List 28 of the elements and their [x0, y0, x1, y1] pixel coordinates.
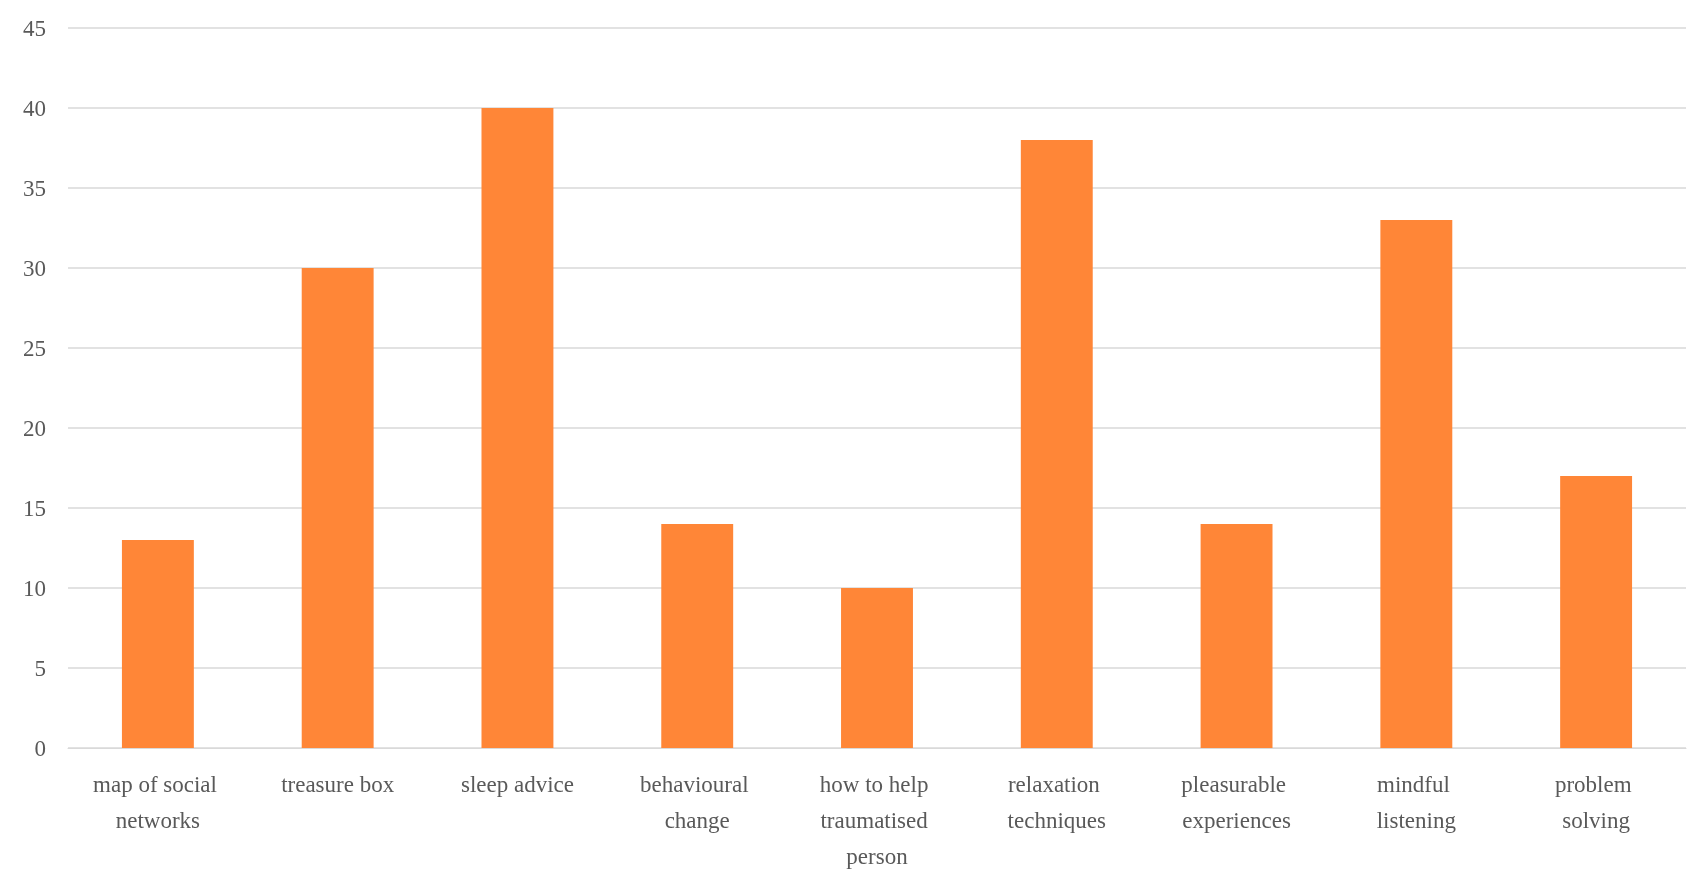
y-tick-label: 40 [23, 95, 46, 121]
bar [481, 108, 554, 748]
y-tick-label: 25 [23, 335, 46, 361]
bar [841, 588, 913, 748]
x-tick-label: sleep advice [460, 771, 574, 797]
y-tick-label: 15 [23, 495, 46, 521]
x-tick-label: mindful listening [1376, 771, 1457, 833]
y-tick-label: 10 [23, 575, 46, 601]
y-tick-label: 0 [34, 735, 46, 761]
x-tick-label: relaxation techniques [1007, 771, 1106, 833]
x-tick-label: pleasurable experiences [1181, 771, 1292, 833]
bar [661, 524, 734, 748]
y-tick-label: 20 [23, 415, 46, 441]
bar [1560, 476, 1633, 748]
bar [121, 540, 194, 748]
bar [1200, 524, 1273, 748]
y-tick-label: 5 [34, 655, 46, 681]
x-tick-label: problem solving [1554, 771, 1638, 833]
x-tick-label: behavioural change [640, 771, 755, 833]
bar [301, 268, 374, 748]
bar [1380, 220, 1453, 748]
y-tick-label: 30 [23, 255, 46, 281]
y-tick-label: 45 [23, 15, 46, 41]
x-tick-label: how to help traumatised person [819, 771, 935, 869]
bar [1020, 140, 1093, 748]
x-tick-label: treasure box [281, 771, 395, 797]
y-tick-label: 35 [23, 175, 46, 201]
x-tick-label: map of social networks [93, 771, 223, 833]
